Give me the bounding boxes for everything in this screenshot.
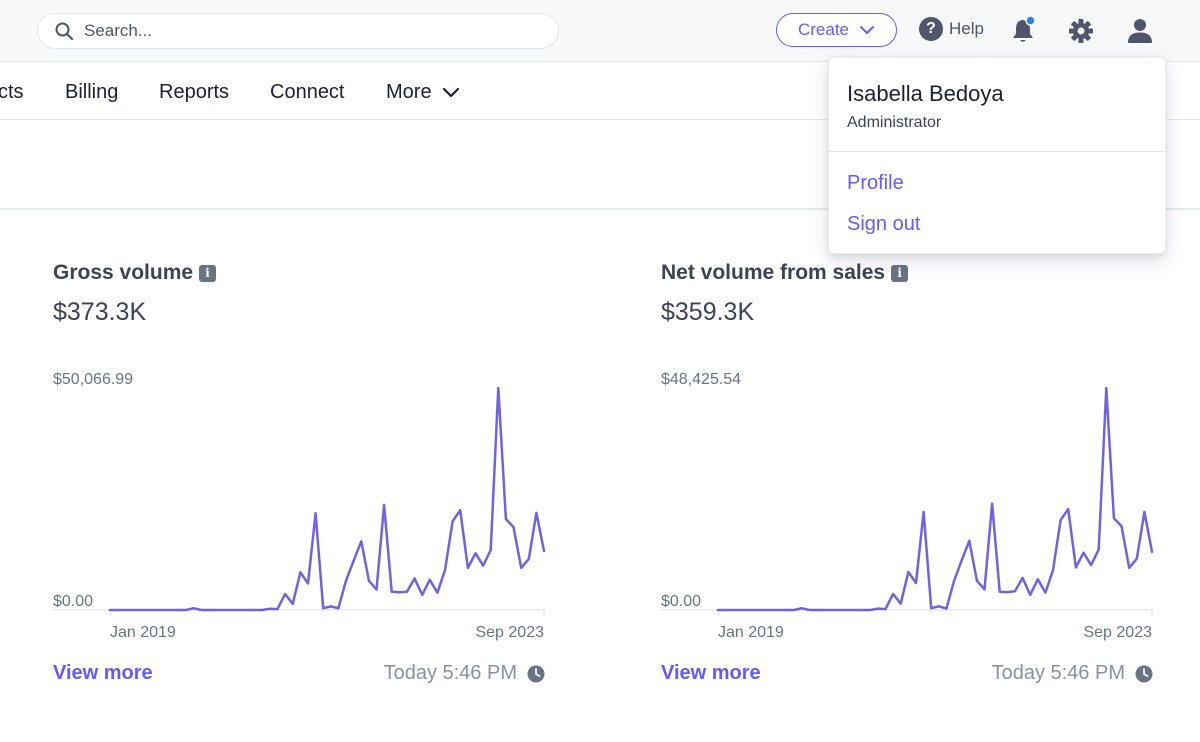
view-more-link[interactable]: View more	[53, 662, 153, 684]
help-icon: ?	[919, 17, 943, 41]
profile-link[interactable]: Profile	[847, 172, 904, 194]
y-axis-max-label: $50,066.99	[53, 371, 133, 388]
net-volume-chart: $48,425.54 $0.00 Jan 2019 Sep 2023	[661, 371, 1154, 641]
menu-divider	[829, 151, 1167, 152]
x-axis-start-label: Jan 2019	[110, 624, 176, 641]
user-account-icon[interactable]	[1126, 17, 1154, 45]
card-title-text: Net volume from sales	[661, 261, 886, 284]
chevron-down-icon	[860, 26, 875, 34]
x-axis-start-label: Jan 2019	[718, 624, 784, 641]
x-axis-end-label: Sep 2023	[1083, 624, 1152, 641]
help-label: Help	[949, 19, 984, 38]
user-menu-dropdown: Isabella Bedoya Administrator Profile Si…	[828, 57, 1167, 254]
search-input[interactable]	[84, 21, 524, 41]
last-updated: Today 5:46 PM	[992, 662, 1153, 685]
card-value: $373.3K	[53, 298, 147, 326]
last-updated-text: Today 5:46 PM	[991, 662, 1125, 684]
chart-series-line	[108, 386, 546, 612]
search-bar[interactable]	[37, 13, 559, 49]
clock-icon	[1135, 665, 1153, 682]
net-volume-card: Net volume from sales i $359.3K $48,425.…	[661, 258, 1161, 698]
last-updated: Today 5:46 PM	[384, 662, 545, 685]
notification-bell-icon[interactable]	[1011, 16, 1037, 44]
top-bar: Create ? Help	[0, 0, 1200, 62]
create-button[interactable]: Create	[776, 13, 897, 47]
sign-out-link[interactable]: Sign out	[847, 213, 921, 235]
user-role: Administrator	[847, 114, 942, 131]
card-value: $359.3K	[661, 298, 755, 326]
create-button-label: Create	[797, 20, 850, 39]
section-divider	[0, 208, 1200, 210]
settings-gear-icon[interactable]	[1068, 18, 1094, 44]
gross-volume-card: Gross volume i $373.3K $50,066.99 $0.00 …	[53, 258, 553, 698]
view-more-link[interactable]: View more	[661, 662, 761, 684]
x-axis-end-label: Sep 2023	[475, 624, 544, 641]
y-axis-min-label: $0.00	[661, 593, 701, 610]
chart-series-line	[716, 386, 1154, 612]
info-icon[interactable]: i	[891, 264, 909, 282]
info-icon[interactable]: i	[199, 264, 217, 282]
nav-more-label: More	[386, 81, 432, 103]
y-axis-min-label: $0.00	[53, 593, 93, 610]
card-title: Net volume from sales i	[661, 261, 909, 285]
gross-volume-chart: $50,066.99 $0.00 Jan 2019 Sep 2023	[53, 371, 546, 641]
user-name: Isabella Bedoya	[847, 81, 1004, 106]
search-icon	[55, 22, 74, 41]
chevron-down-icon	[442, 87, 459, 98]
y-axis-max-label: $48,425.54	[661, 371, 741, 388]
nav-item-billing[interactable]: Billing	[65, 81, 119, 103]
notification-dot	[1025, 16, 1036, 26]
nav-item-connect[interactable]: Connect	[270, 81, 345, 103]
help-button[interactable]: ? Help	[919, 17, 984, 41]
clock-icon	[527, 665, 545, 682]
card-title: Gross volume i	[53, 261, 217, 285]
nav-item-reports[interactable]: Reports	[159, 81, 230, 103]
last-updated-text: Today 5:46 PM	[383, 662, 517, 684]
nav-item-products[interactable]: cts	[0, 81, 24, 103]
nav-item-more[interactable]: More	[386, 81, 460, 104]
card-title-text: Gross volume	[53, 261, 194, 284]
